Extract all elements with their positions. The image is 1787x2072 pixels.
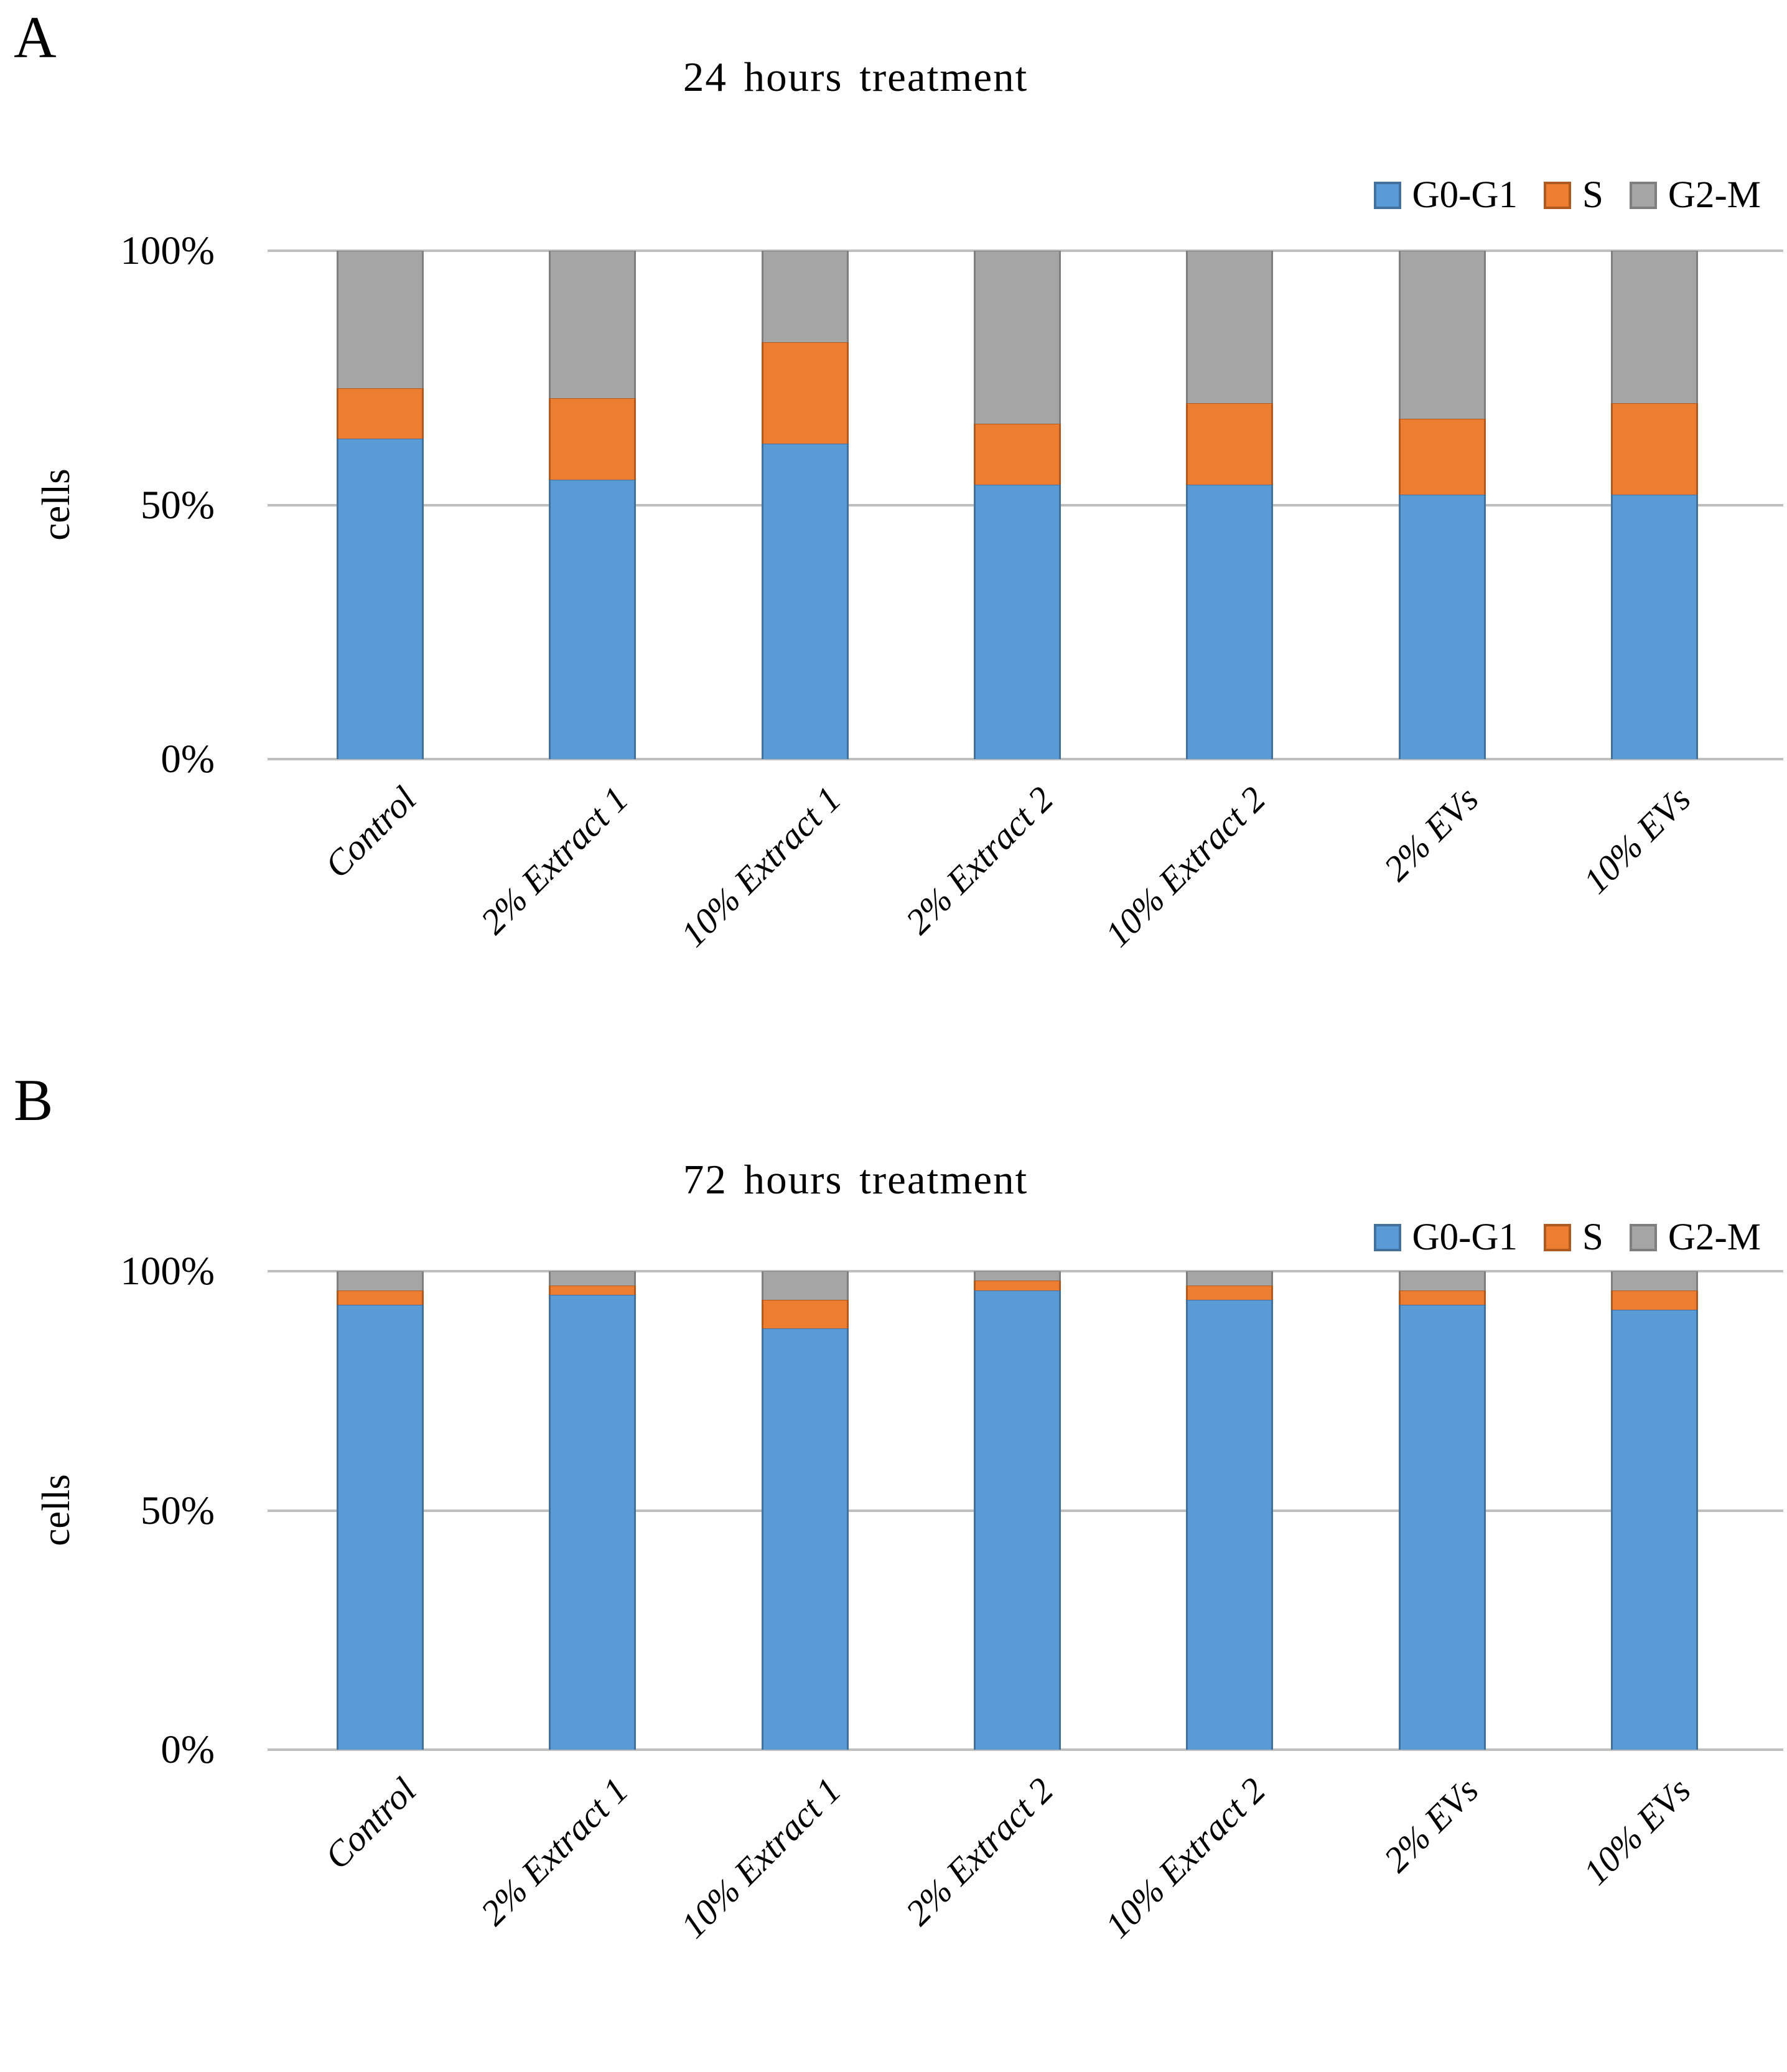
bar-segment-s-10-evs-b <box>1611 1290 1699 1310</box>
y-tick-label-100pct-b: 100% <box>120 1249 215 1294</box>
bar-segment-g0-g1-2-evs-b <box>1398 1304 1486 1750</box>
legend-label-s: S <box>1582 174 1603 216</box>
legend-label-g0-g1: G0-G1 <box>1412 174 1518 216</box>
bar-segment-g0-g1-control-a <box>336 439 424 759</box>
legend-item-s: S <box>1543 174 1603 216</box>
bar-segment-g2-m-2-extract-2-a <box>974 251 1061 424</box>
bar-segment-s-2-extract-2-a <box>974 423 1061 485</box>
bar-segment-s-2-extract-1-b <box>549 1286 637 1295</box>
bar-segment-g0-g1-10-evs-b <box>1611 1309 1699 1750</box>
bar-segment-g2-m-2-evs-a <box>1398 251 1486 419</box>
y-tick-label-50pct-a: 50% <box>140 482 215 528</box>
legend-swatch-g0-g1-icon <box>1373 181 1401 209</box>
bar-segment-g0-g1-10-evs-a <box>1611 495 1699 759</box>
bar-segment-s-2-evs-a <box>1398 418 1486 495</box>
bar-segment-g0-g1-2-extract-2-b <box>974 1290 1061 1750</box>
legend-item-g0-g1: G0-G1 <box>1373 1216 1518 1258</box>
chart-title-72h: 72 hours treatment <box>683 1157 1029 1203</box>
bar-segment-g2-m-10-evs-b <box>1611 1271 1699 1290</box>
legend-swatch-g2-m-icon <box>1629 1223 1657 1251</box>
legend-item-s: S <box>1543 1216 1603 1258</box>
y-tick-label-100pct-a: 100% <box>120 228 215 273</box>
chart-title-24h: 24 hours treatment <box>683 54 1029 100</box>
bar-segment-g2-m-10-extract-1-a <box>761 251 849 343</box>
bar-segment-s-control-a <box>336 388 424 439</box>
legend-swatch-s-icon <box>1543 181 1571 209</box>
legend-item-g2-m: G2-M <box>1629 174 1761 216</box>
bar-segment-g0-g1-10-extract-1-a <box>761 444 849 759</box>
bar-segment-g2-m-2-extract-2-b <box>974 1271 1061 1281</box>
legend-label-g0-g1: G0-G1 <box>1412 1216 1518 1258</box>
bar-segment-g0-g1-control-b <box>336 1304 424 1750</box>
gridline-0pct-b <box>268 1748 1783 1751</box>
y-tick-label-0pct-b: 0% <box>161 1727 215 1772</box>
legend-24h: G0-G1 S G2-M <box>1373 174 1761 216</box>
legend-swatch-s-icon <box>1543 1223 1571 1251</box>
legend-label-g2-m: G2-M <box>1668 174 1761 216</box>
y-axis-title-72h: cells <box>34 1474 78 1546</box>
bar-segment-s-control-b <box>336 1290 424 1305</box>
legend-72h: G0-G1 S G2-M <box>1373 1216 1761 1258</box>
bar-segment-s-10-evs-a <box>1611 403 1699 495</box>
bar-segment-g2-m-10-extract-2-b <box>1186 1271 1274 1286</box>
bar-segment-g0-g1-2-extract-2-a <box>974 484 1061 759</box>
bar-segment-s-2-evs-b <box>1398 1290 1486 1305</box>
legend-item-g0-g1: G0-G1 <box>1373 174 1518 216</box>
y-tick-label-0pct-a: 0% <box>161 737 215 782</box>
y-axis-title-24h: cells <box>34 469 78 541</box>
bar-segment-g0-g1-10-extract-2-b <box>1186 1300 1274 1750</box>
bar-segment-g2-m-10-extract-2-a <box>1186 251 1274 404</box>
bar-segment-s-2-extract-1-a <box>549 398 637 480</box>
bar-segment-g0-g1-10-extract-2-a <box>1186 484 1274 759</box>
bar-segment-g2-m-control-a <box>336 251 424 388</box>
bar-segment-g2-m-10-evs-a <box>1611 251 1699 404</box>
legend-item-g2-m: G2-M <box>1629 1216 1761 1258</box>
legend-label-g2-m: G2-M <box>1668 1216 1761 1258</box>
bar-segment-g0-g1-2-extract-1-b <box>549 1295 637 1750</box>
panel-letter-a: A <box>14 4 57 70</box>
panel-letter-b: B <box>14 1067 54 1133</box>
legend-swatch-g2-m-icon <box>1629 181 1657 209</box>
bar-segment-g2-m-2-extract-1-b <box>549 1271 637 1286</box>
bar-segment-g0-g1-2-evs-a <box>1398 495 1486 759</box>
bar-segment-g2-m-2-extract-1-a <box>549 251 637 398</box>
bar-segment-g0-g1-2-extract-1-a <box>549 479 637 759</box>
legend-swatch-g0-g1-icon <box>1373 1223 1401 1251</box>
bar-segment-s-10-extract-2-a <box>1186 403 1274 485</box>
bar-segment-s-10-extract-1-b <box>761 1300 849 1329</box>
bar-segment-g2-m-2-evs-b <box>1398 1271 1486 1290</box>
bar-segment-g0-g1-10-extract-1-b <box>761 1328 849 1750</box>
bar-segment-s-2-extract-2-b <box>974 1281 1061 1290</box>
legend-label-s: S <box>1582 1216 1603 1258</box>
gridline-0pct-a <box>268 758 1783 760</box>
y-tick-label-50pct-b: 50% <box>140 1488 215 1533</box>
bar-segment-g2-m-control-b <box>336 1271 424 1290</box>
bar-segment-s-10-extract-2-b <box>1186 1286 1274 1300</box>
bar-segment-s-10-extract-1-a <box>761 342 849 444</box>
bar-segment-g2-m-10-extract-1-b <box>761 1271 849 1300</box>
